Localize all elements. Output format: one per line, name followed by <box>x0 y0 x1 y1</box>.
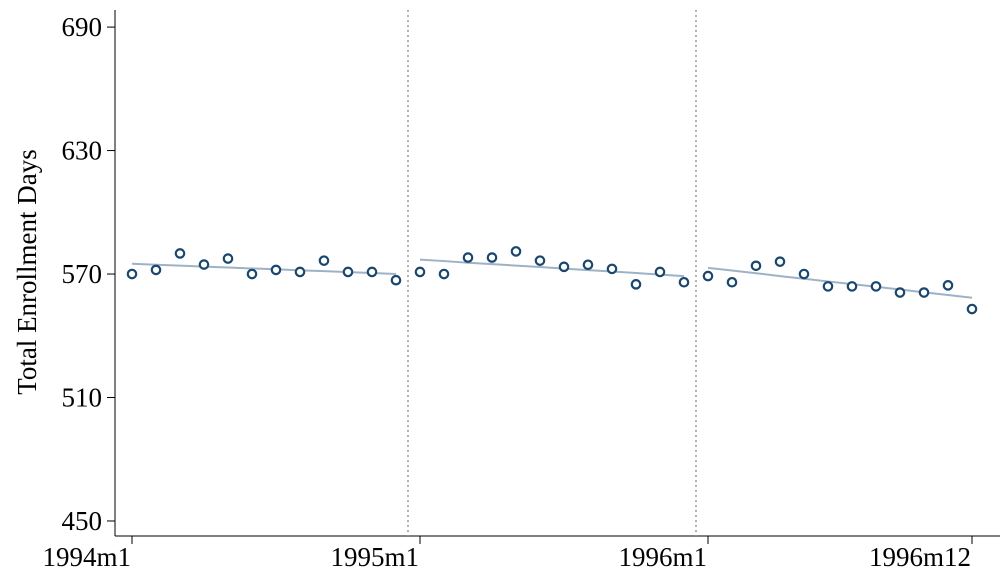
data-point <box>294 266 306 278</box>
data-point <box>318 255 330 266</box>
data-point <box>606 263 618 275</box>
data-point <box>702 270 714 282</box>
x-tick-label: 1996m1 <box>618 542 707 572</box>
data-point <box>966 303 978 315</box>
y-tick-label: 510 <box>62 383 103 413</box>
data-point <box>438 268 450 280</box>
data-point <box>918 287 930 298</box>
data-point <box>678 276 690 288</box>
x-tick-label: 1994m1 <box>42 542 131 572</box>
y-tick-label: 570 <box>62 259 103 289</box>
x-tick-label: 1996m12 <box>869 542 971 572</box>
data-point <box>534 255 546 266</box>
data-point <box>558 261 570 273</box>
y-tick-label: 690 <box>62 12 103 42</box>
data-point <box>174 248 186 259</box>
y-tick-label: 450 <box>62 506 103 536</box>
data-point <box>750 260 762 272</box>
data-point <box>726 276 738 288</box>
data-point <box>870 281 882 292</box>
data-point <box>270 264 282 276</box>
fit-line <box>419 258 685 278</box>
data-point <box>942 280 954 291</box>
data-point <box>798 268 810 280</box>
x-tick-label: 1995m1 <box>330 542 419 572</box>
data-point <box>198 259 210 270</box>
y-tick-label: 630 <box>62 136 103 166</box>
data-point <box>510 246 522 257</box>
data-point <box>822 281 834 292</box>
data-point <box>414 266 426 278</box>
data-point <box>846 281 858 292</box>
data-point <box>342 266 354 278</box>
data-point <box>366 266 378 278</box>
data-point <box>582 259 594 271</box>
data-point <box>774 256 786 267</box>
data-point <box>126 268 138 280</box>
data-point <box>630 279 642 290</box>
data-point <box>654 266 666 278</box>
fit-line <box>707 266 973 299</box>
data-point <box>462 252 474 263</box>
data-point <box>222 253 234 264</box>
data-point <box>246 268 258 280</box>
y-axis-label: Total Enrollment Days <box>12 149 42 395</box>
data-point <box>390 274 402 286</box>
data-point <box>150 264 162 276</box>
fit-line <box>131 262 397 276</box>
data-point <box>894 287 906 298</box>
data-point <box>486 252 498 263</box>
